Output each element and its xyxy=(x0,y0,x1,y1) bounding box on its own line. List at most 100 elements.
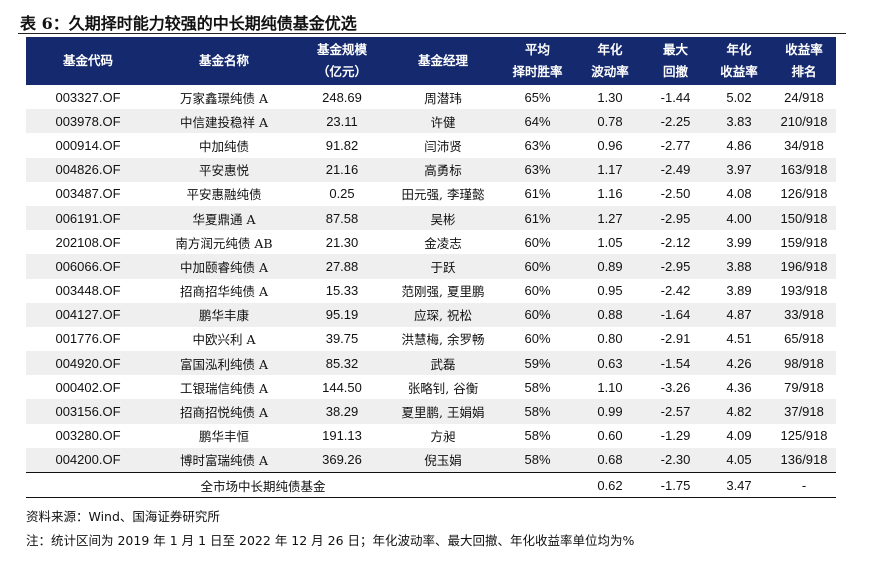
table-row: 003156.OF 招商招悦纯债 A 38.29 夏里鹏, 王娟娟 58% 0.99 -2.… xyxy=(26,399,836,424)
table-cell: 4.36 xyxy=(726,379,752,395)
table-cell: 39.75 xyxy=(325,331,359,347)
table-cell: 许健 xyxy=(386,109,500,134)
table-cell: 150/918 xyxy=(772,205,836,231)
table-cell: 248.69 xyxy=(322,89,362,105)
table-cell: 60% xyxy=(500,254,575,279)
table-cell: 58% xyxy=(500,447,575,473)
table-cell: 006066.OF xyxy=(26,254,150,279)
table-cell: 0.80 xyxy=(597,331,623,347)
table-cell: 003978.OF xyxy=(26,109,150,134)
summary-win xyxy=(500,471,575,499)
header-line: 择时胜率 xyxy=(512,64,563,79)
header-line: 基金代码 xyxy=(62,53,113,68)
title-divider xyxy=(18,33,846,34)
table-cell: 196/918 xyxy=(772,254,836,279)
table-cell: 中欧兴利 A xyxy=(192,332,256,348)
summary-ret: 3.47 xyxy=(706,471,772,499)
header-line: （亿元） xyxy=(316,64,367,79)
table-cell: 鹏华丰康 xyxy=(150,302,298,327)
table-cell: 工银瑞信纯债 A xyxy=(179,380,268,396)
table-cell: 高勇标 xyxy=(386,157,500,182)
table-row: 000914.OF 中加纯债 91.82 闫沛贤 63% 0.96 -2.77 4.86 34/… xyxy=(26,133,836,157)
header-line: 波动率 xyxy=(591,64,629,79)
table-cell: 张略钊, 谷衡 xyxy=(407,380,479,396)
table-cell: 58% xyxy=(500,399,575,424)
table-cell: 003487.OF xyxy=(55,186,121,202)
table-cell: 招商招悦纯债 A xyxy=(150,399,298,424)
table-cell: 4.08 xyxy=(726,186,752,202)
table-cell: -2.91 xyxy=(660,331,691,347)
table-cell: 24/918 xyxy=(784,89,824,105)
table-cell: 63% xyxy=(500,157,575,182)
table-cell: 4.05 xyxy=(706,447,772,473)
table-cell: 3.89 xyxy=(726,283,752,299)
table-cell: 003156.OF xyxy=(26,399,150,424)
table-cell: -2.12 xyxy=(660,234,691,250)
table-cell: 004200.OF xyxy=(26,447,150,473)
table-cell: 中信建投稳祥 A xyxy=(150,109,298,134)
table-cell: -2.95 xyxy=(645,254,706,279)
table-row: 004200.OF 博时富瑞纯债 A 369.26 倪玉娟 58% 0.68 -2.30 4.… xyxy=(26,447,836,473)
table-cell: 4.00 xyxy=(706,205,772,231)
table-cell: 方昶 xyxy=(430,429,456,445)
header-row: 基金代码 基金名称 基金规模 （亿元） 基金经理 平均 择时胜率 年化 波动率 最大 回撤 年化 收益率… xyxy=(26,37,836,85)
header-line: 基金规模 xyxy=(316,42,367,57)
table-cell: -2.30 xyxy=(645,447,706,473)
table-row: 003280.OF 鹏华丰恒 191.13 方昶 58% 0.60 -1.29 4.09 125… xyxy=(26,424,836,448)
column-header: 基金经理 xyxy=(386,37,500,85)
table-cell: 000402.OF xyxy=(55,379,121,395)
table-row: 003487.OF 平安惠融纯债 0.25 田元强, 李瑾懿 61% 1.16 -2.50 4… xyxy=(26,182,836,206)
table-cell: -2.50 xyxy=(660,186,691,202)
table-row: 000402.OF 工银瑞信纯债 A 144.50 张略钊, 谷衡 58% 1.10 -3.… xyxy=(26,375,836,399)
table-cell: 闫沛贤 xyxy=(424,138,462,154)
column-header: 平均 择时胜率 xyxy=(500,37,575,85)
table-cell: 中加纯债 xyxy=(198,138,249,154)
table-cell: 87.58 xyxy=(298,205,386,231)
table-cell: 5.02 xyxy=(726,89,752,105)
table-cell: 34/918 xyxy=(784,137,824,153)
table-cell: 3.83 xyxy=(706,109,772,134)
header-line: 排名 xyxy=(791,64,817,79)
table-cell: 4.82 xyxy=(706,399,772,424)
table-cell: 60% xyxy=(524,331,551,347)
table-cell: 79/918 xyxy=(784,379,824,395)
table-cell: 富国泓利纯债 A xyxy=(150,351,298,376)
table-cell: 0.89 xyxy=(575,254,645,279)
table-cell: 1.16 xyxy=(597,186,623,202)
table-cell: 于跃 xyxy=(386,254,500,279)
table-cell: 60% xyxy=(524,283,551,299)
table-cell: 98/918 xyxy=(772,351,836,376)
column-header: 年化 波动率 xyxy=(575,37,645,85)
table-cell: 004920.OF xyxy=(26,351,150,376)
table-cell: 33/918 xyxy=(772,302,836,327)
table-cell: -1.64 xyxy=(645,302,706,327)
table-cell: 平安惠悦 xyxy=(150,157,298,182)
table-cell: 27.88 xyxy=(298,254,386,279)
table-cell: 0.60 xyxy=(597,428,623,444)
table-cell: 15.33 xyxy=(325,283,359,299)
header-line: 年化 xyxy=(726,42,752,57)
table-cell: 中加颐睿纯债 A xyxy=(150,254,298,279)
table-cell: -1.29 xyxy=(660,428,691,444)
table-cell: 91.82 xyxy=(325,137,359,153)
table-cell: 1.27 xyxy=(575,205,645,231)
table-cell: 21.30 xyxy=(325,234,359,250)
table-cell: 191.13 xyxy=(322,428,362,444)
table-cell: 1.05 xyxy=(597,234,623,250)
table-cell: 004826.OF xyxy=(26,157,150,182)
table-row: 006066.OF 中加颐睿纯债 A 27.88 于跃 60% 0.89 -2.95 3.88… xyxy=(26,254,836,279)
table-cell: 1.10 xyxy=(597,379,623,395)
table-cell: 21.16 xyxy=(298,157,386,182)
table-cell: 0.25 xyxy=(329,186,355,202)
header-line: 收益率 xyxy=(785,42,823,57)
table-cell: 159/918 xyxy=(780,234,828,250)
table-cell: 4.86 xyxy=(726,137,752,153)
header-line: 年化 xyxy=(597,42,623,57)
header-line: 最大 xyxy=(662,42,688,57)
table-cell: 006191.OF xyxy=(26,205,150,231)
table-cell: 59% xyxy=(500,351,575,376)
column-header: 年化 收益率 xyxy=(706,37,772,85)
table-cell: 003280.OF xyxy=(55,428,121,444)
table-cell: 田元强, 李瑾懿 xyxy=(401,187,485,203)
table-row: 202108.OF 南方润元纯债 AB 21.30 金凌志 60% 1.05 -2.12 3.… xyxy=(26,230,836,254)
